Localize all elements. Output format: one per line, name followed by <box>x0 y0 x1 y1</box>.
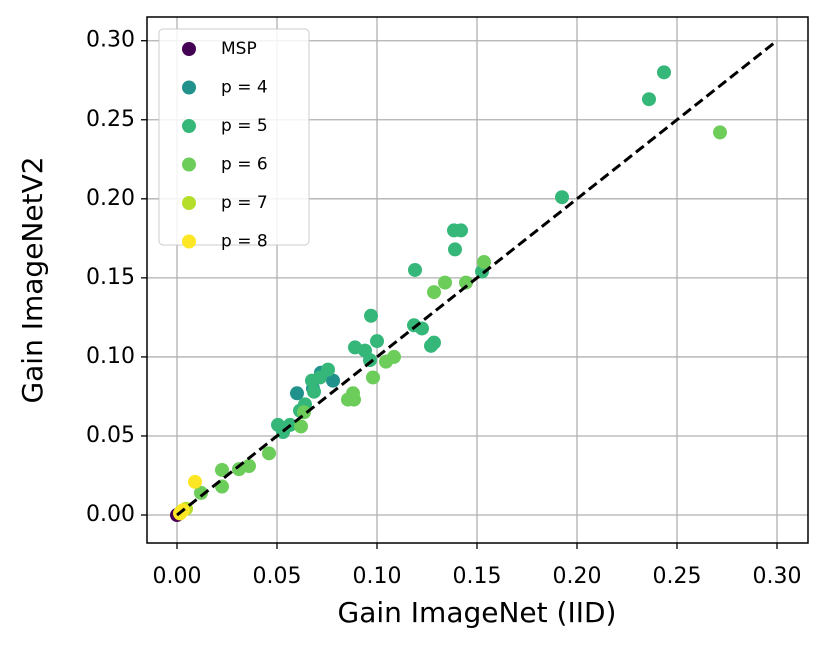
y-tick-label: 0.15 <box>86 265 135 290</box>
y-tick-label: 0.10 <box>86 344 135 369</box>
scatter-point <box>438 275 452 290</box>
x-tick-label: 0.20 <box>553 564 602 589</box>
scatter-point <box>188 474 202 489</box>
scatter-point <box>194 485 208 500</box>
scatter-point <box>459 275 473 290</box>
y-tick-label: 0.30 <box>86 28 135 53</box>
legend-label: MSP <box>221 39 257 59</box>
x-axis-label: Gain ImageNet (IID) <box>338 596 617 629</box>
scatter-point <box>713 125 727 140</box>
legend-label: p = 5 <box>221 116 268 136</box>
y-tick-label: 0.00 <box>86 502 135 527</box>
y-tick-label: 0.25 <box>86 107 135 132</box>
x-tick-label: 0.10 <box>353 564 402 589</box>
legend-marker <box>182 80 196 95</box>
scatter-point <box>347 392 361 407</box>
legend-marker <box>182 234 196 249</box>
x-tick-label: 0.05 <box>253 564 302 589</box>
x-tick-label: 0.00 <box>153 564 202 589</box>
legend-label: p = 7 <box>221 193 268 213</box>
scatter-point <box>642 92 656 107</box>
scatter-point <box>366 370 380 385</box>
x-tick-label: 0.25 <box>653 564 702 589</box>
scatter-point <box>370 334 384 349</box>
scatter-point <box>454 223 468 238</box>
scatter-point <box>326 373 340 388</box>
scatter-point <box>232 462 246 477</box>
legend-marker <box>182 119 196 133</box>
plot-frame <box>146 16 809 544</box>
x-tick-label: 0.30 <box>753 564 802 589</box>
x-tick-label: 0.15 <box>453 564 502 589</box>
scatter-point <box>424 338 438 353</box>
scatter-point <box>408 262 422 277</box>
legend-label: p = 4 <box>221 78 268 98</box>
legend-marker <box>182 157 196 172</box>
legend: MSP p = 4 p = 5 p = 6 p = 7 p = 8 <box>158 28 310 252</box>
y-tick-label: 0.05 <box>86 423 135 448</box>
y-tick-label: 0.20 <box>86 186 135 211</box>
scatter-point <box>477 255 491 270</box>
scatter-point <box>215 462 229 477</box>
legend-marker <box>182 196 196 210</box>
scatter-point <box>290 386 304 401</box>
scatter-point <box>364 308 378 323</box>
scatter-point <box>448 242 462 257</box>
legend-box <box>158 28 310 246</box>
scatter-point <box>262 446 276 461</box>
reference-line <box>176 39 778 517</box>
scatter-point <box>305 373 319 388</box>
legend-label: p = 8 <box>221 232 268 252</box>
y-axis-label: Gain ImageNetV2 <box>16 156 49 403</box>
legend-marker <box>182 42 196 56</box>
scatter-point <box>294 419 308 434</box>
scatter-point <box>379 354 393 369</box>
scatter-point <box>307 384 321 399</box>
scatter-point <box>657 65 671 80</box>
scatter-point <box>555 190 569 205</box>
legend-label: p = 6 <box>221 155 268 175</box>
scatter-point <box>427 285 441 300</box>
